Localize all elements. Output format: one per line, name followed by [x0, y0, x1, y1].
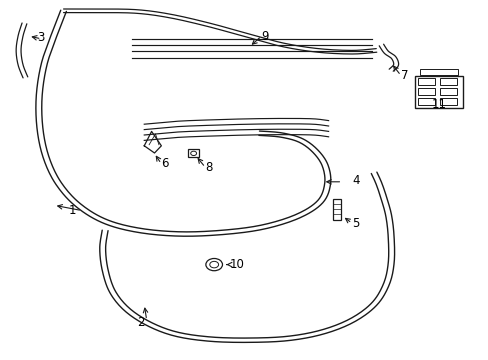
Bar: [417, 88, 434, 95]
Bar: [188, 149, 199, 157]
Text: 3: 3: [37, 31, 44, 44]
Text: 2: 2: [137, 316, 144, 329]
Text: 1: 1: [68, 204, 76, 217]
Bar: [419, 69, 457, 75]
Bar: [439, 88, 456, 95]
Text: 4: 4: [351, 174, 359, 186]
Text: 11: 11: [430, 98, 446, 111]
Text: 8: 8: [205, 161, 212, 174]
Text: 6: 6: [161, 157, 168, 170]
Bar: [417, 98, 434, 105]
Bar: [439, 98, 456, 105]
Text: 9: 9: [261, 30, 268, 42]
Bar: [417, 78, 434, 85]
Bar: [333, 199, 340, 220]
Text: 5: 5: [351, 217, 359, 230]
Bar: [414, 76, 462, 108]
Text: 7: 7: [400, 69, 407, 82]
Text: 10: 10: [229, 258, 244, 271]
Bar: [439, 78, 456, 85]
